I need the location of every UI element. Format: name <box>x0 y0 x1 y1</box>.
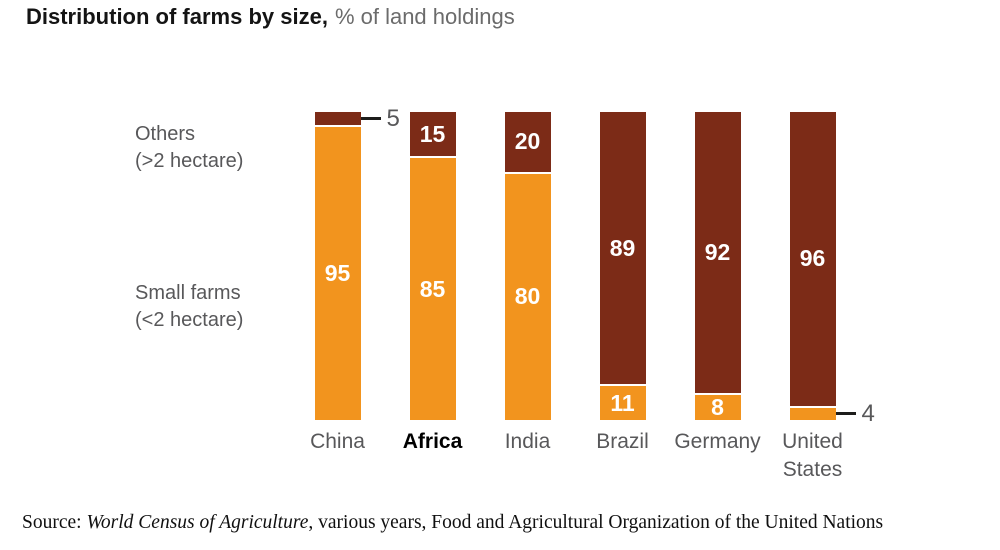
segment-small-india: 80 <box>504 173 551 420</box>
category-label-brazil: Brazil <box>596 430 649 453</box>
segment-others-china: 5 <box>314 106 400 130</box>
legend-others-line1: Others <box>135 123 196 145</box>
source-suffix: , various years, Food and Agricultural O… <box>308 512 884 533</box>
value-label: 80 <box>514 283 541 310</box>
bar-group-united-states: 96 4 United States <box>765 112 875 481</box>
value-label: 96 <box>799 245 826 272</box>
bar-united-states: 96 4 <box>789 112 875 425</box>
bar-group-africa: 15 85 Africa <box>385 112 480 453</box>
category-label-germany: Germany <box>674 430 761 453</box>
source-prefix: Source: <box>22 512 87 533</box>
callout-united-states: 4 <box>835 399 875 427</box>
value-label: 89 <box>609 234 636 261</box>
value-label: 11 <box>610 389 635 416</box>
segment-others-united-states: 96 <box>789 112 836 408</box>
category-label-china: China <box>310 430 365 453</box>
segment-small-africa: 85 <box>409 158 456 420</box>
callout-china: 5 <box>360 104 400 132</box>
bar-group-germany: 92 8 Germany <box>670 112 765 453</box>
title-subtitle: % of land holdings <box>334 4 515 29</box>
value-label: 20 <box>514 128 541 155</box>
segment-others-germany: 92 <box>694 112 741 396</box>
category-label-united-states: United States <box>782 430 843 482</box>
value-label: 8 <box>711 394 724 421</box>
category-label-india: India <box>504 430 551 453</box>
legend-small-line2: (<2 hectare) <box>135 309 244 331</box>
value-label: 15 <box>419 120 446 147</box>
legend-others-line2: (>2 hectare) <box>135 150 244 172</box>
bar-china: 5 95 <box>314 106 400 420</box>
segment-small-china: 95 <box>314 127 361 420</box>
legend-small-farms-label: Small farms (<2 hectare) <box>135 280 243 334</box>
legend-others-label: Others (>2 hectare) <box>135 121 243 175</box>
segment-others-brazil: 89 <box>599 112 646 387</box>
segment-small-brazil: 11 <box>599 386 646 420</box>
bar-germany: 92 8 <box>694 112 741 421</box>
bar-brazil: 89 11 <box>599 112 646 420</box>
value-label: 95 <box>324 260 351 287</box>
legend-small-line1: Small farms <box>135 282 241 304</box>
bar-group-india: 20 80 India <box>480 112 575 453</box>
callout-value-label: 4 <box>861 399 875 427</box>
bar-india: 20 80 <box>504 112 551 420</box>
callout-value-label: 5 <box>386 104 400 132</box>
source-note: Source: World Census of Agriculture, var… <box>22 512 883 534</box>
title-main: Distribution of farms by size, <box>26 4 328 29</box>
callout-line <box>360 117 381 121</box>
stacked-bar-chart: 5 95 China 15 85 Africa 20 80 India 89 11 Brazil 92 8… <box>290 106 875 481</box>
category-label-africa: Africa <box>402 430 463 453</box>
callout-line <box>835 412 856 416</box>
segment-others-africa: 15 <box>409 112 456 159</box>
segment-others-india: 20 <box>504 112 551 174</box>
bar-group-brazil: 89 11 Brazil <box>575 112 670 453</box>
bar-group-china: 5 95 China <box>290 106 400 453</box>
source-publication: World Census of Agriculture <box>86 512 309 533</box>
value-label: 92 <box>704 239 731 266</box>
value-label: 85 <box>419 275 446 302</box>
segment-small-germany: 8 <box>694 394 741 421</box>
segment-small-united-states: 4 <box>789 401 875 425</box>
chart-title: Distribution of farms by size,% of land … <box>26 4 515 30</box>
bar-africa: 15 85 <box>409 112 456 420</box>
